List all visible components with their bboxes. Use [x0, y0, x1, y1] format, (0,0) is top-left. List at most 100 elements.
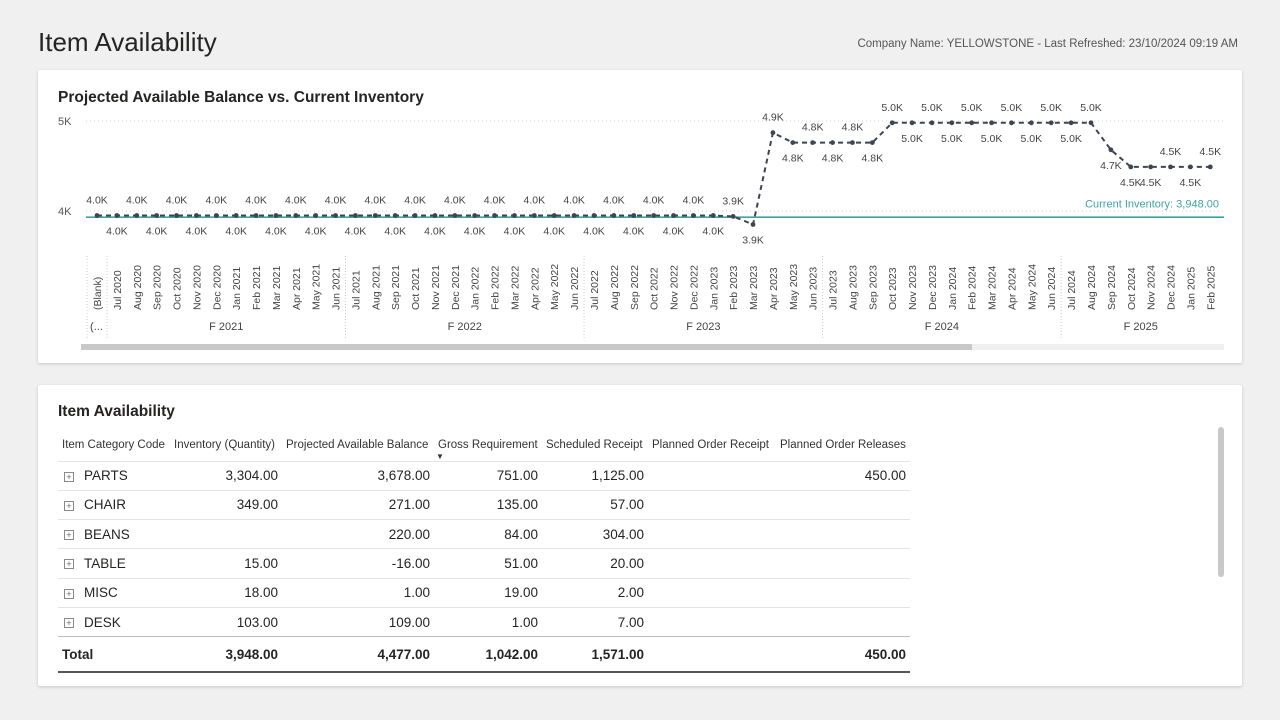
- expand-icon[interactable]: +: [64, 618, 74, 629]
- table-row[interactable]: + MISC 18.00 1.00 19.00 2.00: [58, 577, 910, 608]
- x-tick-label: Aug 2022: [609, 265, 621, 310]
- data-label: 4.0K: [603, 195, 625, 207]
- y-tick-label: 4K: [58, 206, 72, 218]
- data-label: 4.0K: [205, 195, 227, 207]
- column-header-label: Planned Order Receipt: [652, 438, 769, 451]
- data-label: 4.8K: [862, 153, 884, 165]
- data-label: 5.0K: [881, 102, 903, 114]
- data-point: [1028, 120, 1034, 126]
- data-point: [154, 213, 160, 218]
- column-header[interactable]: Item Category Code: [58, 429, 170, 461]
- table-cell: [648, 460, 776, 491]
- data-label: 4.8K: [822, 153, 844, 165]
- data-label: 4.0K: [285, 195, 307, 207]
- table-cell: 1.00: [434, 606, 542, 637]
- fiscal-year-label: F 2025: [1124, 321, 1158, 333]
- column-header[interactable]: Planned Order Releases: [776, 429, 910, 461]
- sort-desc-icon[interactable]: ▼: [436, 451, 444, 461]
- table-cell: 84.00: [434, 519, 542, 549]
- vertical-scrollbar[interactable]: [1218, 427, 1224, 577]
- x-tick-label: Feb 2024: [967, 265, 979, 310]
- table-cell: + CHAIR: [58, 489, 170, 520]
- x-tick-label: Sep 2021: [390, 265, 402, 310]
- data-point: [273, 213, 279, 218]
- cell-value: TABLE: [84, 556, 126, 572]
- x-tick-label: Feb 2022: [490, 265, 502, 310]
- table-row[interactable]: + DESK 103.00 109.00 1.00 7.00: [58, 606, 910, 637]
- cell-value: 103.00: [236, 614, 278, 630]
- x-tick-label: Nov 2022: [669, 265, 681, 310]
- fiscal-year-label: (...: [90, 321, 103, 333]
- cell-value: 1.00: [403, 585, 430, 601]
- column-header-label: Inventory (Quantity): [174, 438, 275, 451]
- table-cell: 3,304.00: [170, 460, 282, 491]
- table-row[interactable]: + PARTS 3,304.00 3,678.00 751.00 1,125.00 450.…: [58, 460, 910, 491]
- y-tick-label: 5K: [58, 116, 72, 128]
- expand-icon[interactable]: +: [64, 471, 74, 482]
- table-row[interactable]: + BEANS 220.00 84.00 304.00: [58, 519, 910, 549]
- data-point: [869, 140, 875, 145]
- x-tick-label: Jul 2020: [112, 270, 124, 310]
- data-label: 4.0K: [702, 226, 724, 238]
- data-point: [333, 213, 338, 218]
- data-point: [810, 140, 816, 145]
- x-tick-label: Jan 2022: [470, 267, 482, 310]
- x-tick-label: Aug 2020: [132, 265, 144, 310]
- x-tick-label: Mar 2022: [509, 265, 521, 310]
- x-tick-label: May 2021: [311, 264, 323, 310]
- column-header[interactable]: Planned Order Receipt: [648, 429, 776, 461]
- table-cell: + TABLE: [58, 548, 170, 579]
- line-chart[interactable]: 5K 4K Current Inventory: 3,948.00 4.0K 4.0K 4…: [38, 70, 1242, 363]
- cell-value: 1.00: [511, 614, 538, 630]
- data-point: [889, 120, 895, 126]
- total-cell: 450.00: [776, 636, 910, 673]
- expand-icon[interactable]: +: [64, 530, 74, 541]
- column-header[interactable]: Inventory (Quantity): [170, 429, 282, 461]
- data-label: 3.9K: [722, 195, 744, 207]
- data-point: [1128, 164, 1134, 170]
- table-row[interactable]: + CHAIR 349.00 271.00 135.00 57.00: [58, 489, 910, 520]
- data-point: [989, 120, 994, 126]
- data-point: [313, 213, 319, 218]
- total-cell: 4,477.00: [282, 636, 434, 673]
- table-cell: 271.00: [282, 489, 434, 520]
- cell-value: 19.00: [504, 585, 538, 601]
- data-point: [1068, 120, 1074, 126]
- table-row[interactable]: + TABLE 15.00 -16.00 51.00 20.00: [58, 548, 910, 579]
- table-title: Item Availability: [58, 403, 175, 420]
- cell-value: 304.00: [602, 526, 644, 542]
- data-point: [730, 214, 736, 219]
- expand-icon[interactable]: +: [64, 559, 74, 570]
- data-label: 5.0K: [981, 133, 1003, 145]
- cell-value: CHAIR: [84, 497, 127, 513]
- table-cell: 3,678.00: [282, 460, 434, 491]
- data-label: 5.0K: [1021, 133, 1043, 145]
- x-tick-label: Apr 2021: [291, 267, 303, 310]
- expand-icon[interactable]: +: [64, 500, 74, 511]
- table-cell: 304.00: [542, 519, 648, 549]
- total-cell: [648, 636, 776, 673]
- column-header[interactable]: Scheduled Receipt: [542, 429, 648, 461]
- column-header[interactable]: Gross Requirement ▼: [434, 429, 542, 461]
- data-point: [293, 213, 299, 218]
- projected-balance-line: [97, 121, 1211, 226]
- x-tick-label: Feb 2025: [1205, 265, 1217, 310]
- cell-value: BEANS: [84, 526, 130, 542]
- expand-icon[interactable]: +: [64, 588, 74, 599]
- data-label: 4.0K: [683, 195, 705, 207]
- table-cell: 18.00: [170, 577, 282, 608]
- data-point: [571, 213, 577, 218]
- data-point: [750, 222, 756, 227]
- x-tick-label: Nov 2024: [1146, 265, 1158, 310]
- table-cell: 135.00: [434, 489, 542, 520]
- data-label: 4.0K: [86, 195, 108, 207]
- x-tick-label: Jan 2024: [947, 267, 959, 310]
- column-header[interactable]: Projected Available Balance: [282, 429, 434, 461]
- data-label: 4.0K: [245, 195, 267, 207]
- data-point: [1048, 120, 1054, 126]
- data-point: [412, 213, 418, 218]
- cell-value: 51.00: [504, 556, 538, 572]
- horizontal-scrollbar-thumb[interactable]: [81, 344, 972, 350]
- data-point: [472, 213, 478, 218]
- data-point: [790, 140, 796, 145]
